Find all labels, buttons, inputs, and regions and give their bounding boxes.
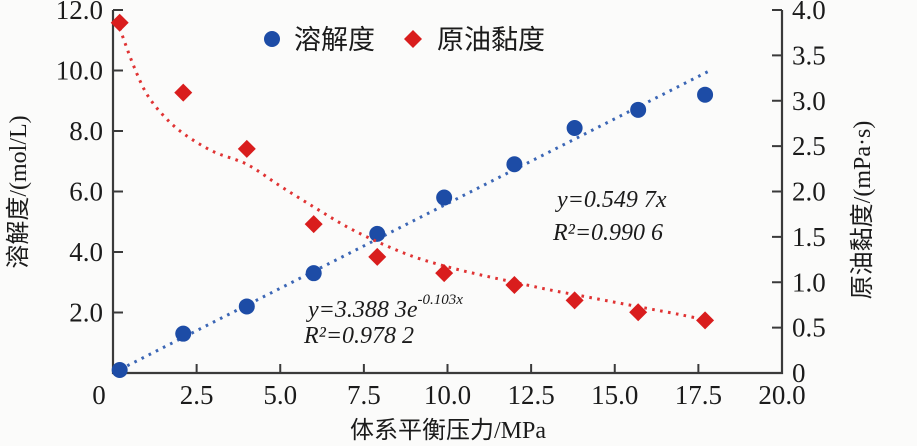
viscosity-point xyxy=(110,13,129,32)
x-tick-label: 2.5 xyxy=(180,380,214,410)
x-tick-label: 7.5 xyxy=(347,380,381,410)
x-tick-label: 15.0 xyxy=(591,380,638,410)
y-right-tick-label: 2.0 xyxy=(792,177,826,207)
solubility-point xyxy=(111,361,128,378)
legend: 溶解度 原油黏度 xyxy=(264,25,545,55)
viscosity-point xyxy=(237,139,256,158)
linear-fit-r-squared: R²=0.990 6 xyxy=(552,220,663,246)
legend-label-viscosity: 原油黏度 xyxy=(437,25,545,55)
data-layer xyxy=(110,13,715,378)
y-left-tick-label: 2.0 xyxy=(69,298,103,328)
y-left-tick-label: 8.0 xyxy=(69,116,103,146)
x-tick-label: 20.0 xyxy=(758,380,805,410)
viscosity-point xyxy=(565,291,584,310)
solubility-point xyxy=(630,101,647,118)
y-left-tick-label: 4.0 xyxy=(69,237,103,267)
x-tick-label: 17.5 xyxy=(675,380,722,410)
x-tick-label: 5.0 xyxy=(263,380,297,410)
y-left-tick-label: 6.0 xyxy=(69,177,103,207)
solubility-point xyxy=(369,225,386,242)
y-right-tick-label: 0.5 xyxy=(792,313,826,343)
solubility-point xyxy=(238,298,255,315)
x-tick-label: 10.0 xyxy=(424,380,471,410)
y-axis-left-title: 溶解度/(mol/L) xyxy=(5,115,32,268)
solubility-point xyxy=(175,325,192,342)
viscosity-point xyxy=(505,275,524,294)
viscosity-point xyxy=(435,264,454,283)
solubility-point xyxy=(305,265,322,282)
solubility-point xyxy=(436,189,453,206)
y-right-tick-label: 3.5 xyxy=(792,40,826,70)
legend-marker-viscosity-icon xyxy=(404,30,422,48)
x-tick-label: 0 xyxy=(92,380,106,410)
viscosity-point xyxy=(368,247,387,266)
y-right-tick-label: 3.0 xyxy=(792,86,826,116)
y-right-tick-label: 2.5 xyxy=(792,131,826,161)
y-right-tick-label: 0 xyxy=(792,358,806,388)
viscosity-point xyxy=(696,311,715,330)
solubility-point xyxy=(697,86,714,103)
y-left-tick-label: 12.0 xyxy=(56,0,103,25)
exp-fit-r-squared: R²=0.978 2 xyxy=(303,323,414,349)
y-right-tick-label: 1.0 xyxy=(792,267,826,297)
solubility-point xyxy=(566,119,583,136)
axes-layer: 2.0 4.0 6.0 8.0 10.0 12.0 0 0.5 1.0 1.5 2.0 2.5 3.0 3… xyxy=(56,0,826,410)
y-left-tick-label: 10.0 xyxy=(56,56,103,86)
legend-marker-solubility-icon xyxy=(264,31,280,47)
x-axis-title: 体系平衡压力/MPa xyxy=(350,417,546,444)
y-right-tick-label: 4.0 xyxy=(792,0,826,25)
x-tick-label: 12.5 xyxy=(508,380,555,410)
viscosity-point xyxy=(304,215,323,234)
y-right-tick-label: 1.5 xyxy=(792,222,826,252)
solubility-point xyxy=(506,156,523,173)
linear-fit-equation: y=0.549 7x xyxy=(555,187,667,213)
exp-fit-equation: y=3.388 3e-0.103x xyxy=(306,292,463,323)
legend-label-solubility: 溶解度 xyxy=(294,25,375,55)
viscosity-point xyxy=(629,303,648,322)
y-axis-right-title: 原油黏度/(mPa·s) xyxy=(849,121,876,300)
viscosity-trendline xyxy=(118,27,713,323)
viscosity-point xyxy=(174,83,193,102)
